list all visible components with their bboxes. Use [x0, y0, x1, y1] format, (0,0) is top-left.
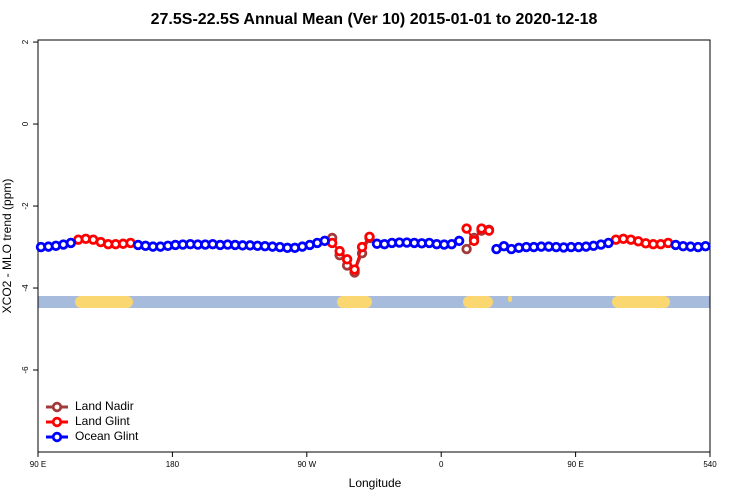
y-tick-label: -6 [21, 366, 30, 374]
y-tick-label: -2 [21, 202, 30, 210]
data-point [319, 235, 330, 247]
data-point [341, 254, 353, 265]
land-strip [463, 296, 493, 308]
legend-label: Land Glint [75, 414, 130, 428]
legend-label: Land Nadir [75, 399, 134, 413]
x-tick-label: 90 E [567, 460, 583, 469]
x-axis-label: Longitude [349, 476, 402, 490]
data-point [364, 231, 375, 242]
land-strip [337, 296, 372, 308]
data-point [468, 235, 480, 247]
legend-marker [51, 431, 63, 443]
legend-marker [51, 416, 63, 428]
y-axis-label: XCO2 - MLO trend (ppm) [0, 179, 14, 314]
data-point [483, 225, 495, 236]
data-point [349, 264, 360, 275]
x-tick-label: 180 [166, 460, 180, 469]
land-strip [508, 296, 512, 302]
land-ocean-strip [38, 296, 710, 308]
x-tick-label: 90 W [297, 460, 316, 469]
data-point [461, 223, 472, 234]
data-point [461, 243, 472, 255]
ocean-strip [38, 296, 710, 308]
data-point [356, 241, 368, 253]
x-tick-label: 0 [439, 460, 444, 469]
data-point [603, 237, 614, 249]
data-point [65, 237, 77, 249]
data-point [334, 245, 345, 257]
land-strip [75, 296, 133, 308]
chart-title: 27.5S-22.5S Annual Mean (Ver 10) 2015-01… [151, 11, 598, 28]
x-tick-label: 90 E [30, 460, 46, 469]
legend-marker [51, 401, 63, 413]
land-strip [612, 296, 670, 308]
x-tick-label: 540 [703, 460, 717, 469]
y-tick-label: 2 [21, 39, 30, 44]
y-tick-label: 0 [21, 121, 30, 126]
data-point [700, 241, 711, 252]
legend-label: Ocean Glint [75, 429, 139, 443]
y-tick-label: -4 [21, 284, 30, 292]
data-point [453, 235, 465, 247]
